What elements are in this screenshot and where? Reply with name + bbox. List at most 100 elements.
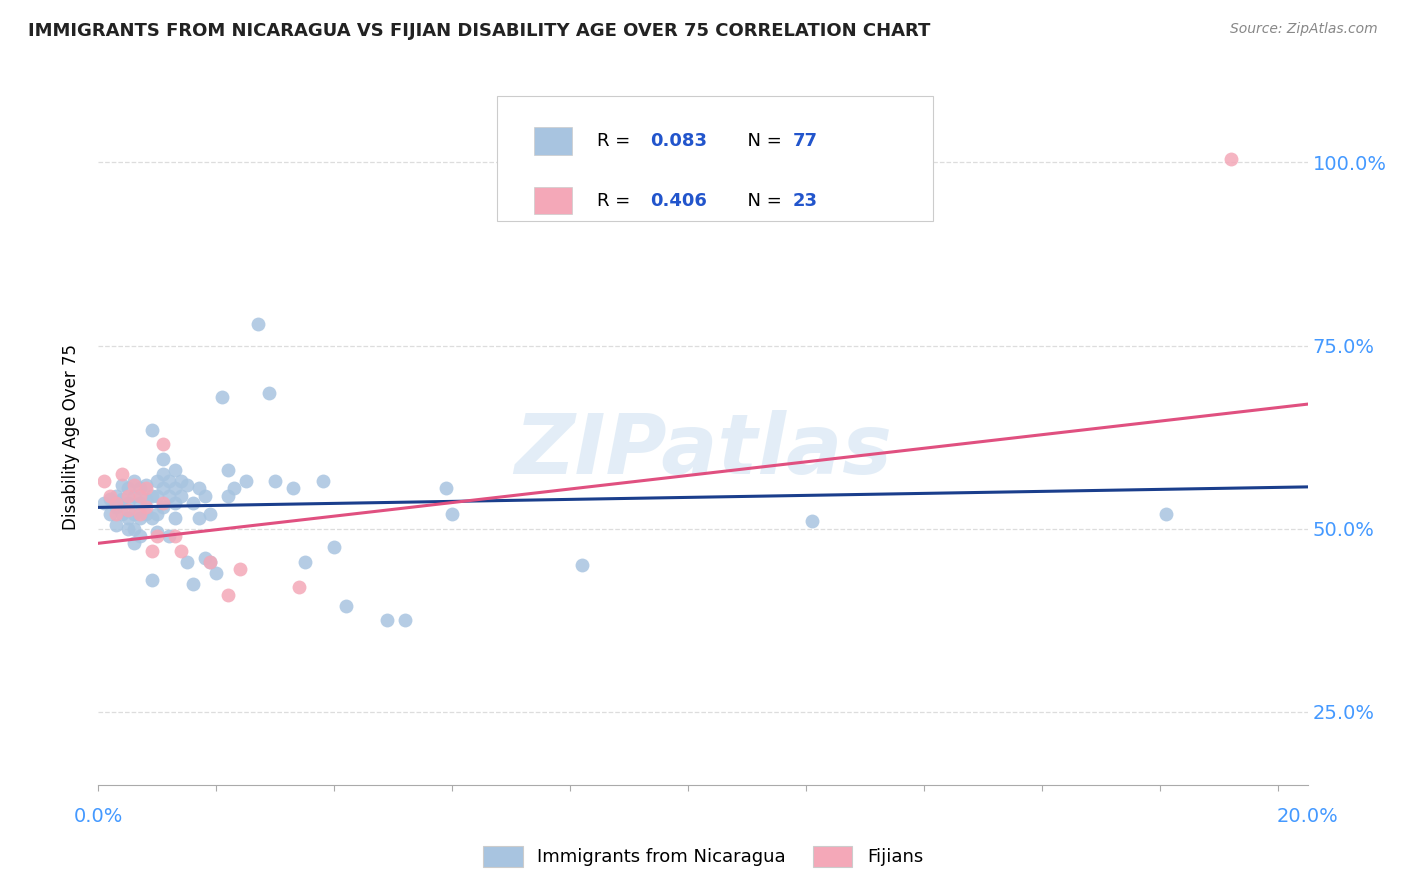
Point bbox=[146, 525, 169, 540]
Point bbox=[146, 529, 169, 543]
Point bbox=[170, 489, 193, 503]
Point bbox=[1219, 152, 1241, 166]
Point bbox=[294, 555, 316, 569]
Point bbox=[122, 522, 145, 536]
Point bbox=[105, 507, 128, 521]
Point bbox=[117, 489, 139, 503]
Point bbox=[222, 481, 245, 495]
Point bbox=[128, 529, 150, 543]
Point bbox=[128, 510, 150, 524]
Point bbox=[117, 503, 139, 517]
Point bbox=[801, 514, 824, 528]
Point bbox=[128, 489, 150, 503]
Text: IMMIGRANTS FROM NICARAGUA VS FIJIAN DISABILITY AGE OVER 75 CORRELATION CHART: IMMIGRANTS FROM NICARAGUA VS FIJIAN DISA… bbox=[28, 22, 931, 40]
Text: 77: 77 bbox=[793, 132, 817, 151]
Point bbox=[200, 555, 222, 569]
Point bbox=[152, 500, 174, 514]
Text: N =: N = bbox=[735, 192, 787, 210]
Point bbox=[152, 452, 174, 467]
Point bbox=[122, 507, 145, 521]
Point bbox=[157, 474, 180, 488]
Point bbox=[98, 507, 121, 521]
Point bbox=[152, 437, 174, 451]
Point bbox=[157, 489, 180, 503]
Text: 20.0%: 20.0% bbox=[1277, 806, 1339, 826]
Point bbox=[170, 474, 193, 488]
Text: 0.0%: 0.0% bbox=[73, 806, 124, 826]
Point bbox=[311, 474, 333, 488]
Point bbox=[111, 492, 134, 507]
Point bbox=[98, 492, 121, 507]
Point bbox=[281, 481, 304, 495]
Text: R =: R = bbox=[596, 132, 636, 151]
Point bbox=[194, 550, 217, 565]
Point bbox=[229, 562, 252, 576]
Point bbox=[93, 496, 115, 510]
Point bbox=[288, 580, 311, 594]
Y-axis label: Disability Age Over 75: Disability Age Over 75 bbox=[62, 344, 80, 530]
Point bbox=[1154, 507, 1177, 521]
Point bbox=[122, 536, 145, 550]
Point bbox=[117, 481, 139, 495]
Point bbox=[93, 474, 115, 488]
FancyBboxPatch shape bbox=[534, 128, 572, 155]
Point bbox=[377, 613, 399, 627]
Point bbox=[117, 510, 139, 524]
Point bbox=[135, 492, 157, 507]
Point bbox=[571, 558, 593, 573]
Point bbox=[141, 423, 163, 437]
Point bbox=[205, 566, 228, 580]
FancyBboxPatch shape bbox=[534, 186, 572, 214]
Point bbox=[259, 386, 281, 401]
Point bbox=[235, 474, 257, 488]
Text: R =: R = bbox=[596, 192, 636, 210]
Point bbox=[152, 481, 174, 495]
Point bbox=[246, 317, 269, 331]
Point bbox=[194, 489, 217, 503]
Point bbox=[146, 474, 169, 488]
Point bbox=[146, 489, 169, 503]
Point bbox=[176, 555, 198, 569]
Point bbox=[141, 543, 163, 558]
Point bbox=[122, 474, 145, 488]
Point bbox=[323, 540, 346, 554]
Point bbox=[122, 489, 145, 503]
Point bbox=[152, 467, 174, 481]
Point bbox=[105, 500, 128, 514]
Point bbox=[165, 510, 187, 524]
Text: 23: 23 bbox=[793, 192, 817, 210]
Point bbox=[105, 518, 128, 533]
Point bbox=[187, 481, 209, 495]
Point bbox=[217, 489, 239, 503]
Point bbox=[264, 474, 287, 488]
Text: N =: N = bbox=[735, 132, 787, 151]
Point bbox=[165, 496, 187, 510]
Text: 0.083: 0.083 bbox=[650, 132, 707, 151]
Point bbox=[122, 477, 145, 491]
Point bbox=[165, 529, 187, 543]
Point bbox=[181, 496, 204, 510]
Point bbox=[181, 576, 204, 591]
Point bbox=[211, 390, 233, 404]
Point bbox=[165, 463, 187, 477]
Point bbox=[187, 510, 209, 524]
Point bbox=[176, 477, 198, 491]
Point bbox=[141, 573, 163, 587]
Text: ZIPatlas: ZIPatlas bbox=[515, 410, 891, 491]
Point bbox=[135, 507, 157, 521]
Point bbox=[111, 467, 134, 481]
Point bbox=[128, 496, 150, 510]
Text: 0.406: 0.406 bbox=[650, 192, 707, 210]
Point bbox=[117, 522, 139, 536]
Point bbox=[128, 481, 150, 495]
Point bbox=[111, 477, 134, 491]
Point bbox=[200, 555, 222, 569]
Text: Source: ZipAtlas.com: Source: ZipAtlas.com bbox=[1230, 22, 1378, 37]
Point bbox=[152, 496, 174, 510]
Point bbox=[105, 496, 128, 510]
Point bbox=[200, 507, 222, 521]
Point bbox=[135, 481, 157, 495]
Point bbox=[335, 599, 357, 613]
Point bbox=[128, 507, 150, 521]
Point bbox=[394, 613, 416, 627]
